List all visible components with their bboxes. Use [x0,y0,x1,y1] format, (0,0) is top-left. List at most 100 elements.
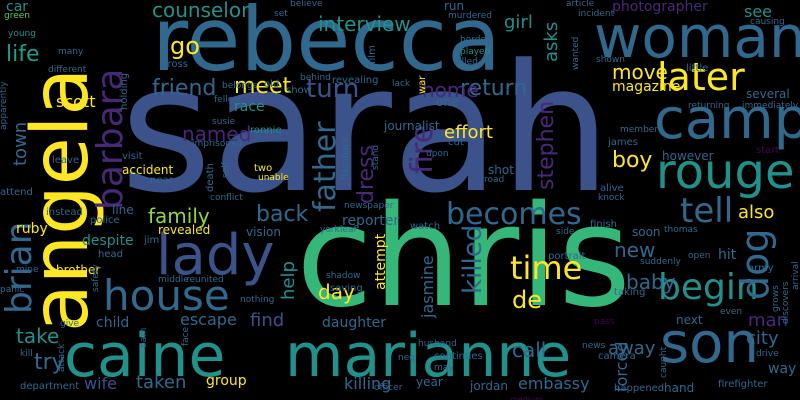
word: attack [57,343,67,372]
word: one [436,95,459,109]
word: move [612,60,668,84]
word: border [460,35,490,45]
word: department [20,381,80,392]
word: later [657,55,745,99]
word: set [274,9,288,19]
word: alive [600,183,624,194]
word: newspaper [344,201,394,211]
word: side [556,227,575,237]
word: new [614,238,656,262]
word: photographer [612,0,708,15]
word: sarah [120,27,612,232]
word: reunited [186,275,224,285]
word: several [746,87,790,101]
word: apparently [0,81,9,130]
word: journalist [384,119,440,133]
word: effort [444,122,493,143]
word: taken [136,372,187,393]
word: line [112,203,134,217]
word: away [608,338,656,359]
word: lack [392,79,411,89]
word: meet [234,74,292,99]
word: race [234,99,265,115]
word: two [254,163,273,174]
word: saving [330,283,363,294]
word: taking [614,287,646,298]
word: flashback [341,137,351,180]
word: news [582,341,606,351]
word: lady [156,223,275,288]
word: start [756,145,780,156]
word: young [8,29,36,39]
word: next [676,313,703,327]
word: safety [91,264,101,292]
word: call [512,338,547,362]
word: boy [612,148,653,173]
word: believe [290,0,323,9]
word: played [460,47,491,57]
word: magazine [612,79,681,95]
word: scott [56,92,96,111]
word: instead [46,207,83,218]
word: reporter [342,213,400,229]
word: drive [756,349,779,359]
word: interview [318,12,411,36]
word: film [367,45,378,64]
word: jasmine [418,255,437,318]
word: self [221,162,231,178]
word: caught [659,346,669,378]
word: member [620,125,659,135]
word: camera [598,351,636,362]
word: take [16,324,60,348]
word: way [768,361,797,377]
word: hit [718,247,737,263]
word: return [460,76,528,101]
word: show [286,85,312,96]
word: near [150,175,173,186]
word: begin [658,267,759,308]
word: see [744,2,773,21]
word: ronnie [250,125,282,136]
word: counselor [152,0,250,22]
word: officer [374,383,403,393]
word: turn [306,74,360,104]
word: stand [371,144,381,170]
word: belongs [222,81,258,91]
word: war [417,75,428,94]
word: baby [626,270,676,294]
word: cut [448,137,464,148]
word: family [148,204,210,228]
word: filled [456,57,478,67]
word: article [566,0,595,9]
word: embassy [518,374,590,393]
word: imprisoned [192,139,243,149]
word: medium [510,395,543,400]
word: becomes [446,197,582,232]
word: wanted [571,36,581,70]
word: middle [158,275,189,285]
word: child [96,315,130,331]
word: time [510,249,583,287]
word: suddenly [640,257,681,267]
word: death [205,163,216,192]
word: ruby [16,221,48,237]
word: vision [246,225,281,239]
word: fellow [214,95,241,105]
word: holding [119,72,130,110]
word: soon [632,225,661,239]
word: police [90,215,120,226]
word: upon [426,149,449,159]
word: cross [162,59,188,70]
word: town [10,121,31,166]
word: house [103,271,230,320]
word: attend [0,187,33,198]
word: attempt [373,233,389,290]
word: thomas [664,225,698,235]
word: caine [64,321,226,391]
word: may [434,363,454,373]
word: run [444,0,465,13]
word: revealing [332,75,379,86]
word: son [660,311,759,376]
word: shown [596,55,625,65]
word: daughter [322,315,386,331]
